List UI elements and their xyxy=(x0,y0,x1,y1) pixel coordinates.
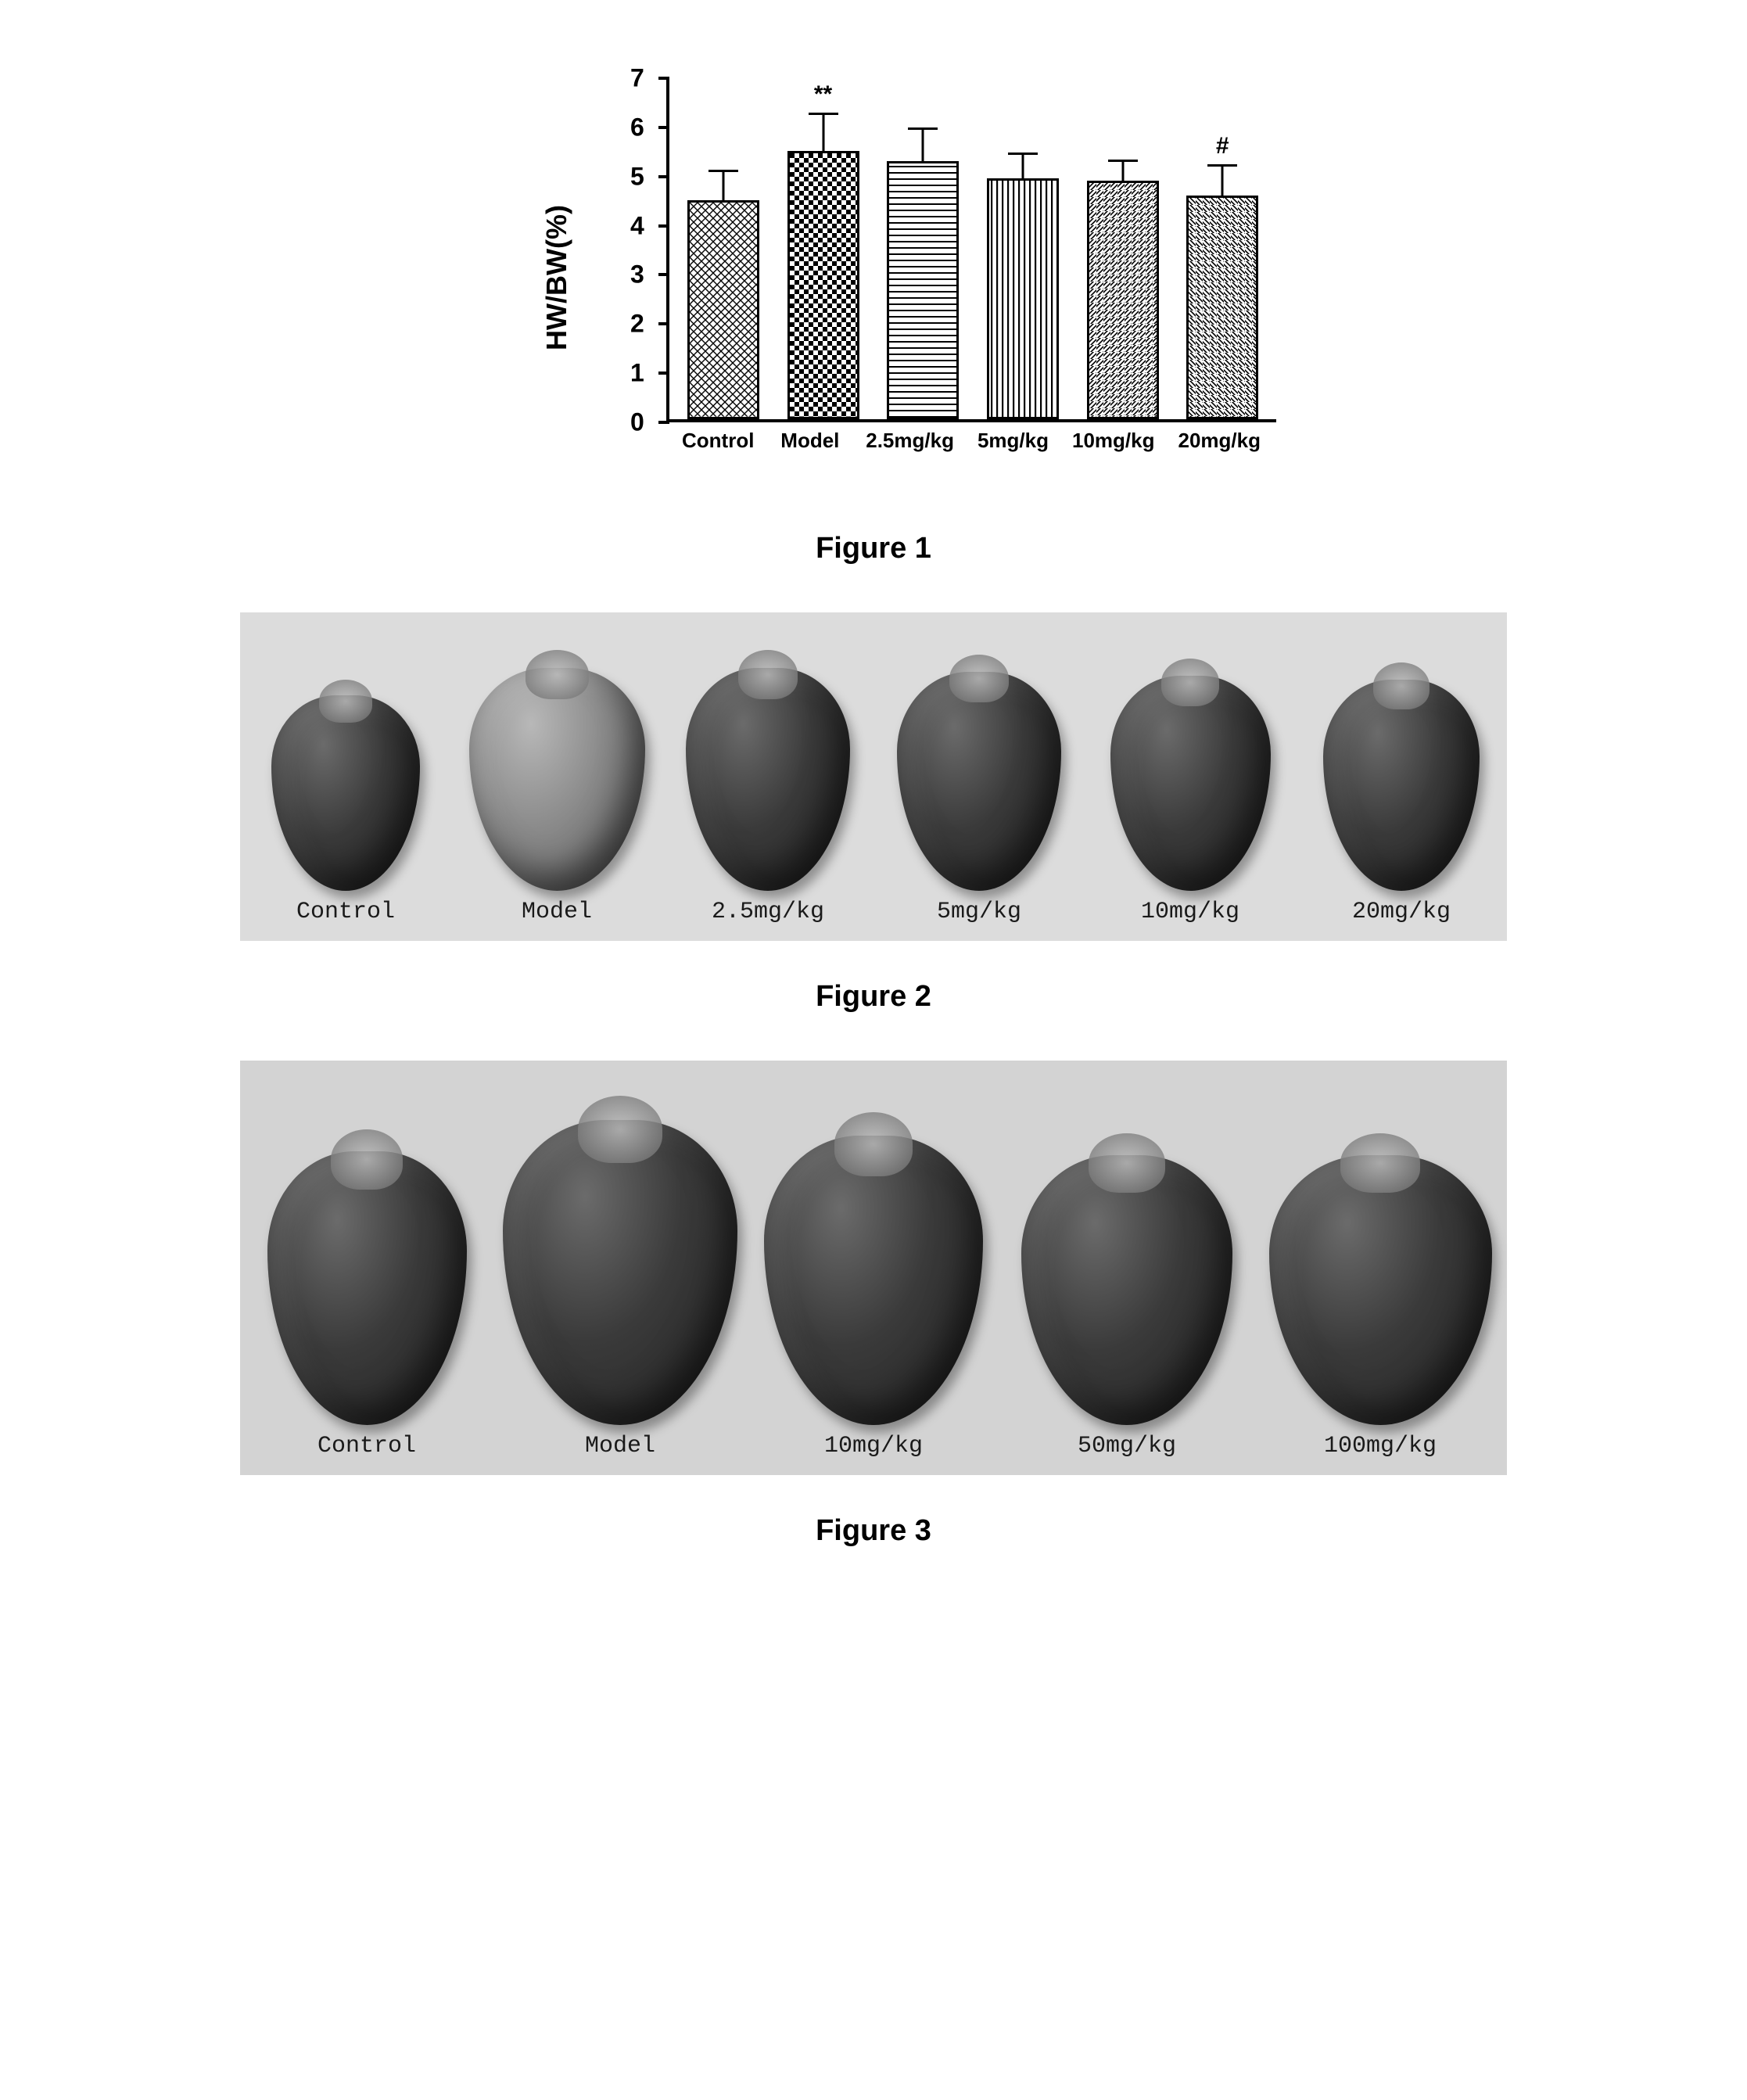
specimen-label: 2.5mg/kg xyxy=(712,899,824,925)
y-tick-label: 6 xyxy=(630,113,644,142)
error-bar xyxy=(1021,154,1024,178)
heart-specimen xyxy=(897,672,1061,891)
y-tick-label: 0 xyxy=(630,408,644,437)
y-tick xyxy=(658,175,669,178)
y-tick xyxy=(658,77,669,80)
specimen-label: Control xyxy=(317,1433,416,1459)
heart-specimen xyxy=(267,1151,467,1425)
specimen: 100mg/kg xyxy=(1254,1155,1507,1459)
bar-slot: ** xyxy=(785,151,862,419)
y-tick-label: 1 xyxy=(630,359,644,388)
bar xyxy=(987,178,1059,419)
specimen-label: 10mg/kg xyxy=(1141,899,1239,925)
specimen-label: 10mg/kg xyxy=(824,1433,923,1459)
bar xyxy=(787,151,859,419)
x-axis-category-label: 10mg/kg xyxy=(1072,429,1155,453)
bars-container: ** # xyxy=(669,78,1276,419)
bar-slot xyxy=(985,178,1061,419)
y-tick-label: 2 xyxy=(630,310,644,339)
specimen: 20mg/kg xyxy=(1296,680,1507,925)
error-bar xyxy=(822,114,824,151)
figure-3: Control Model 10mg/kg 50mg/kg 100mg/kg Figur… xyxy=(240,1061,1507,1548)
specimen: 10mg/kg xyxy=(1085,676,1296,925)
y-axis-label: HW/BW(%) xyxy=(540,205,573,350)
bar-annotation: # xyxy=(1216,133,1229,160)
specimen: 10mg/kg xyxy=(747,1136,1000,1459)
error-cap xyxy=(908,127,938,130)
figure-1: HW/BW(%) ** # 0 1 2 3 4 5 6 7 Control Model 2.5mg/… xyxy=(424,63,1323,565)
error-bar xyxy=(722,171,724,201)
specimen-label: Model xyxy=(585,1433,655,1459)
y-tick xyxy=(658,322,669,325)
heart-specimen xyxy=(503,1120,737,1425)
specimen-label: 20mg/kg xyxy=(1352,899,1451,925)
y-tick xyxy=(658,273,669,276)
heart-specimen xyxy=(764,1136,983,1425)
bar-slot xyxy=(884,161,961,419)
bar-slot: # xyxy=(1184,196,1261,419)
specimen: 5mg/kg xyxy=(874,672,1085,925)
bar-chart: HW/BW(%) **# 01234567 ControlModel2.5mg/… xyxy=(580,63,1323,493)
error-bar xyxy=(922,129,924,161)
error-bar xyxy=(1221,166,1224,196)
y-tick-label: 5 xyxy=(630,162,644,191)
bar-annotation: ** xyxy=(814,81,832,108)
specimen-label: 50mg/kg xyxy=(1078,1433,1176,1459)
x-axis-category-label: 2.5mg/kg xyxy=(866,429,954,453)
y-tick xyxy=(658,126,669,129)
x-axis-category-label: Model xyxy=(777,429,842,453)
specimen: Control xyxy=(240,695,451,925)
x-axis-category-label: 5mg/kg xyxy=(978,429,1049,453)
figure-2: Control Model 2.5mg/kg 5mg/kg 10mg/kg 20mg/kg… xyxy=(240,612,1507,1014)
heart-specimen xyxy=(1021,1155,1232,1425)
y-tick xyxy=(658,372,669,375)
error-cap xyxy=(708,170,738,172)
photo-panel-2: Control Model 2.5mg/kg 5mg/kg 10mg/kg 20mg/kg xyxy=(240,612,1507,941)
page: HW/BW(%) ** # 0 1 2 3 4 5 6 7 Control Model 2.5mg/… xyxy=(0,63,1747,1595)
specimen-label: 5mg/kg xyxy=(937,899,1021,925)
error-bar xyxy=(1121,161,1124,181)
heart-specimen xyxy=(469,668,645,891)
y-tick-label: 4 xyxy=(630,211,644,240)
y-tick xyxy=(658,224,669,228)
bar xyxy=(1186,196,1258,419)
heart-specimen xyxy=(271,695,420,891)
heart-specimen xyxy=(1269,1155,1492,1425)
y-tick xyxy=(658,421,669,424)
x-axis-category-label: 20mg/kg xyxy=(1178,429,1261,453)
heart-specimen xyxy=(686,668,850,891)
specimen-label: 100mg/kg xyxy=(1324,1433,1437,1459)
specimen: 2.5mg/kg xyxy=(662,668,874,925)
error-cap xyxy=(1008,153,1038,155)
heart-specimen xyxy=(1323,680,1480,891)
specimen-label: Control xyxy=(296,899,395,925)
specimen-label: Model xyxy=(522,899,592,925)
error-cap xyxy=(809,113,838,115)
figure-3-caption: Figure 3 xyxy=(816,1514,931,1548)
specimen: Control xyxy=(240,1151,493,1459)
specimen: 50mg/kg xyxy=(1000,1155,1254,1459)
y-tick-label: 7 xyxy=(630,64,644,93)
error-cap xyxy=(1207,164,1237,167)
y-tick-label: 3 xyxy=(630,260,644,289)
bar-slot xyxy=(685,200,762,419)
heart-specimen xyxy=(1110,676,1271,891)
bar xyxy=(1087,181,1159,419)
error-cap xyxy=(1108,160,1138,162)
x-axis-category-label: Control xyxy=(682,429,754,453)
bar xyxy=(887,161,959,419)
figure-2-caption: Figure 2 xyxy=(816,980,931,1014)
specimen: Model xyxy=(493,1120,747,1459)
specimen: Model xyxy=(451,668,662,925)
bar-slot xyxy=(1085,181,1161,419)
chart-plot-area: **# 01234567 xyxy=(666,78,1276,422)
figure-1-caption: Figure 1 xyxy=(816,532,931,565)
photo-panel-3: Control Model 10mg/kg 50mg/kg 100mg/kg xyxy=(240,1061,1507,1475)
bar xyxy=(687,200,759,419)
x-axis-labels: Control Model 2.5mg/kg 5mg/kg 10mg/kg 20mg/kg xyxy=(666,429,1276,453)
